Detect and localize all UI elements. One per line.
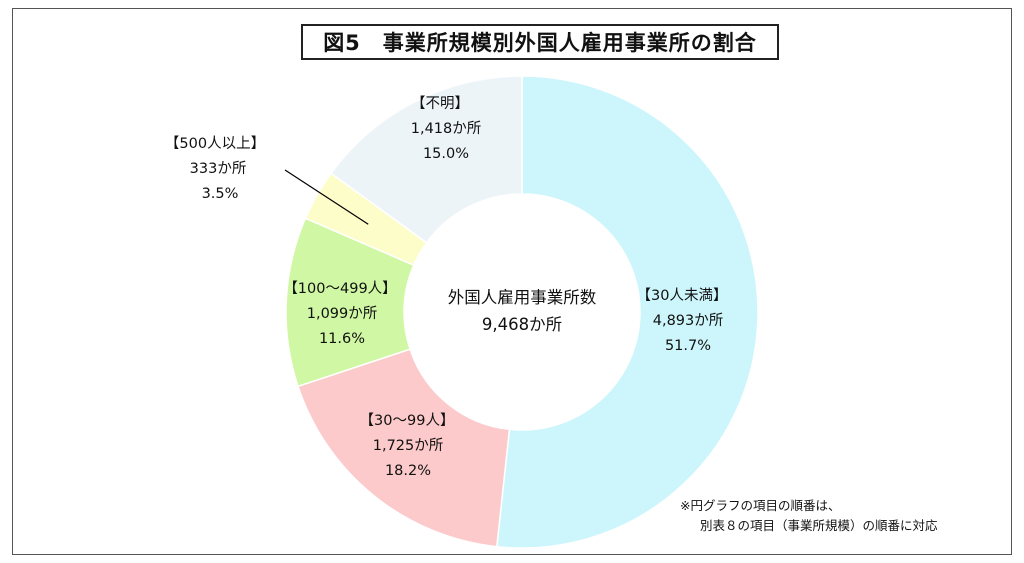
leader-line-500-plus — [284, 169, 369, 225]
slice-label-percent: 15.0% — [423, 146, 469, 162]
center-label-title: 外国人雇用事業所数 — [448, 288, 597, 307]
slice-label-count: 4,893か所 — [653, 312, 724, 329]
slice-label-title: 【100～499人】 — [283, 280, 396, 297]
slice-label-title: 【30人未満】 — [637, 287, 728, 304]
slice-label-30-99: 【30～99人】 1,725か所 18.2% — [360, 412, 455, 479]
slice-label-unknown: 【不明】 1,418か所 15.0% — [411, 95, 482, 162]
slice-label-percent: 51.7% — [665, 338, 711, 354]
slice-label-title: 【不明】 — [411, 95, 469, 112]
slice-label-100-499: 【100～499人】 1,099か所 11.6% — [283, 280, 396, 347]
slice-label-percent: 11.6% — [319, 331, 365, 347]
footnote-line-1: ※円グラフの項目の順番は、 — [680, 498, 841, 513]
slice-label-title: 【30～99人】 — [360, 412, 455, 429]
slice-under-30 — [496, 75, 759, 549]
chart-title: 図5 事業所規模別外国人雇用事業所の割合 — [301, 24, 779, 60]
slice-label-percent: 3.5% — [202, 186, 239, 202]
slice-label-title: 【500人以上】 — [165, 135, 265, 152]
footnote-line-2: 別表８の項目（事業所規模）の順番に対応 — [700, 518, 938, 533]
slice-label-count: 1,725か所 — [373, 437, 444, 454]
slice-30-99 — [297, 348, 511, 548]
center-label-total: 9,468か所 — [482, 315, 562, 334]
figure-frame — [12, 8, 1012, 555]
slice-label-500-plus: 【500人以上】 333か所 3.5% — [165, 135, 265, 202]
slice-label-count: 1,418か所 — [411, 120, 482, 137]
slices-group — [285, 75, 759, 549]
slice-unknown — [330, 75, 523, 244]
footnote: ※円グラフの項目の順番は、 別表８の項目（事業所規模）の順番に対応 — [680, 496, 1010, 536]
slice-label-count: 333か所 — [190, 160, 247, 177]
slice-label-percent: 18.2% — [385, 463, 431, 479]
slice-label-count: 1,099か所 — [307, 305, 378, 322]
slice-label-under-30: 【30人未満】 4,893か所 51.7% — [637, 287, 728, 354]
